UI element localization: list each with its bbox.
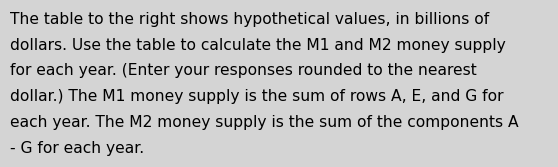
Text: for each year. (Enter your responses rounded to the nearest: for each year. (Enter your responses rou… (10, 63, 477, 78)
Text: dollars. Use the table to calculate the M1 and M2 money supply: dollars. Use the table to calculate the … (10, 38, 506, 53)
Text: The table to the right shows hypothetical values, in billions of: The table to the right shows hypothetica… (10, 12, 489, 27)
Text: dollar.) The M1 money supply is the sum of rows A, E, and G for: dollar.) The M1 money supply is the sum … (10, 89, 503, 104)
Text: - G for each year.: - G for each year. (10, 141, 144, 156)
Text: each year. The M2 money supply is the sum of the components A: each year. The M2 money supply is the su… (10, 115, 519, 130)
